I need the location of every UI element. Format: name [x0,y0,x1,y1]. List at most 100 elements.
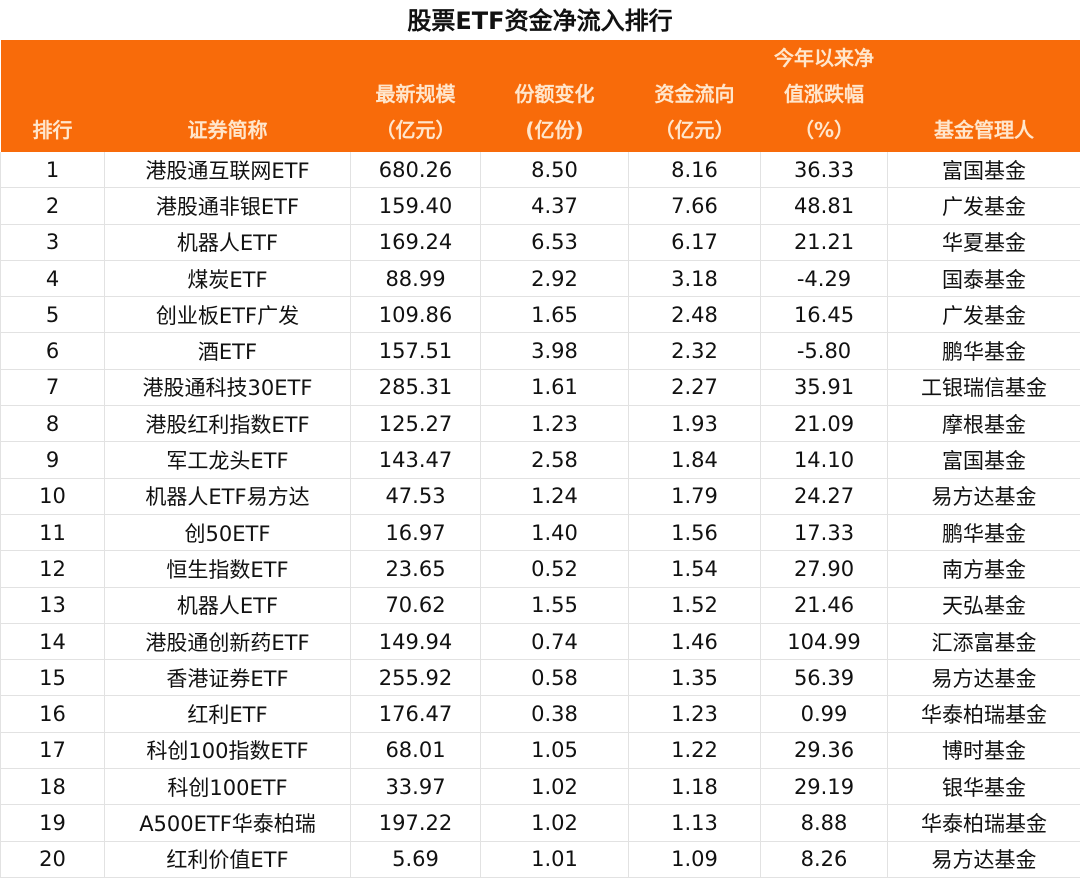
cell-fund-manager: 银华基金 [888,769,1080,805]
cell-rank: 19 [1,805,105,841]
cell-ytd-return: -5.80 [761,333,888,369]
cell-share-change: 0.52 [481,551,629,587]
cell-ytd-return: 29.36 [761,732,888,768]
cell-rank: 12 [1,551,105,587]
cell-ytd-return: 16.45 [761,297,888,333]
cell-fund-manager: 汇添富基金 [888,623,1080,659]
cell-rank: 10 [1,478,105,514]
cell-share-change: 1.61 [481,369,629,405]
cell-security-name: 港股通创新药ETF [105,623,351,659]
cell-share-change: 0.58 [481,660,629,696]
cell-fund-manager: 易方达基金 [888,660,1080,696]
cell-fund-flow: 1.23 [629,696,761,732]
cell-fund-flow: 2.27 [629,369,761,405]
cell-fund-manager: 天弘基金 [888,587,1080,623]
cell-latest-scale: 109.86 [351,297,481,333]
cell-share-change: 0.38 [481,696,629,732]
cell-security-name: 机器人ETF [105,587,351,623]
cell-security-name: 港股通非银ETF [105,188,351,224]
cell-fund-manager: 南方基金 [888,551,1080,587]
cell-rank: 1 [1,152,105,188]
column-header-ytd-return: 今年以来净 值涨跌幅 （%） [761,40,888,152]
cell-latest-scale: 255.92 [351,660,481,696]
cell-latest-scale: 680.26 [351,152,481,188]
cell-share-change: 1.55 [481,587,629,623]
cell-ytd-return: 35.91 [761,369,888,405]
cell-security-name: 酒ETF [105,333,351,369]
cell-rank: 20 [1,841,105,877]
cell-rank: 11 [1,514,105,550]
column-header-fund-manager: 基金管理人 [888,40,1080,152]
cell-fund-flow: 2.48 [629,297,761,333]
cell-security-name: 创业板ETF广发 [105,297,351,333]
cell-fund-manager: 广发基金 [888,188,1080,224]
cell-share-change: 2.92 [481,260,629,296]
cell-fund-manager: 鹏华基金 [888,333,1080,369]
cell-latest-scale: 159.40 [351,188,481,224]
cell-latest-scale: 149.94 [351,623,481,659]
cell-ytd-return: -4.29 [761,260,888,296]
cell-latest-scale: 16.97 [351,514,481,550]
cell-fund-flow: 6.17 [629,224,761,260]
cell-rank: 6 [1,333,105,369]
cell-fund-manager: 华泰柏瑞基金 [888,696,1080,732]
cell-fund-manager: 富国基金 [888,442,1080,478]
cell-latest-scale: 143.47 [351,442,481,478]
cell-fund-flow: 2.32 [629,333,761,369]
cell-latest-scale: 125.27 [351,406,481,442]
cell-latest-scale: 197.22 [351,805,481,841]
cell-fund-manager: 华泰柏瑞基金 [888,805,1080,841]
cell-ytd-return: 0.99 [761,696,888,732]
cell-latest-scale: 157.51 [351,333,481,369]
column-header-rank: 排行 [1,40,105,152]
cell-share-change: 2.58 [481,442,629,478]
cell-security-name: 机器人ETF易方达 [105,478,351,514]
cell-security-name: 军工龙头ETF [105,442,351,478]
cell-fund-flow: 1.52 [629,587,761,623]
cell-security-name: A500ETF华泰柏瑞 [105,805,351,841]
cell-latest-scale: 285.31 [351,369,481,405]
cell-fund-flow: 1.46 [629,623,761,659]
cell-rank: 16 [1,696,105,732]
cell-latest-scale: 169.24 [351,224,481,260]
cell-fund-manager: 国泰基金 [888,260,1080,296]
cell-share-change: 1.05 [481,732,629,768]
cell-latest-scale: 88.99 [351,260,481,296]
cell-fund-manager: 易方达基金 [888,841,1080,877]
cell-fund-flow: 3.18 [629,260,761,296]
cell-share-change: 0.74 [481,623,629,659]
cell-latest-scale: 68.01 [351,732,481,768]
cell-share-change: 1.02 [481,769,629,805]
cell-latest-scale: 5.69 [351,841,481,877]
cell-rank: 3 [1,224,105,260]
cell-share-change: 1.23 [481,406,629,442]
cell-fund-manager: 工银瑞信基金 [888,369,1080,405]
cell-share-change: 3.98 [481,333,629,369]
cell-fund-flow: 1.13 [629,805,761,841]
cell-security-name: 红利价值ETF [105,841,351,877]
cell-fund-manager: 华夏基金 [888,224,1080,260]
cell-share-change: 1.24 [481,478,629,514]
cell-rank: 4 [1,260,105,296]
cell-fund-manager: 广发基金 [888,297,1080,333]
cell-rank: 9 [1,442,105,478]
cell-ytd-return: 8.88 [761,805,888,841]
column-header-latest-scale: 最新规模 （亿元） [351,40,481,152]
cell-share-change: 8.50 [481,152,629,188]
cell-fund-flow: 7.66 [629,188,761,224]
cell-rank: 7 [1,369,105,405]
cell-fund-flow: 8.16 [629,152,761,188]
cell-fund-manager: 富国基金 [888,152,1080,188]
cell-fund-flow: 1.84 [629,442,761,478]
cell-fund-flow: 1.18 [629,769,761,805]
cell-latest-scale: 47.53 [351,478,481,514]
